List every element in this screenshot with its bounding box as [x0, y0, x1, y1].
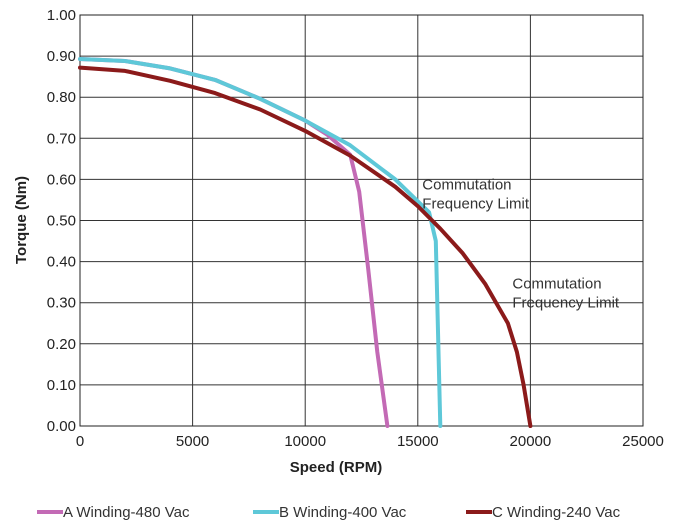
series-line-3 — [78, 65, 533, 428]
x-tick-label: 20000 — [510, 433, 552, 450]
y-axis-label: Torque (Nm) — [13, 176, 30, 264]
y-tick-label: 0.30 — [47, 295, 76, 312]
annotation-1: Commutation Frequency Limit — [422, 177, 530, 213]
annotations: Commutation Frequency Limit Commutation Fre… — [422, 177, 620, 312]
x-tick-label: 15000 — [397, 433, 439, 450]
y-tick-label: 0.80 — [47, 89, 76, 106]
x-tick-label: 10000 — [284, 433, 326, 450]
legend: A Winding-480 Vac B Winding-400 Vac C Wind… — [37, 504, 621, 521]
legend-label-3: C Winding-240 Vac — [492, 504, 621, 521]
y-tick-label: 0.40 — [47, 254, 76, 271]
series-line-2 — [78, 57, 443, 428]
series-lines — [78, 57, 533, 428]
y-tick-label: 0.10 — [47, 377, 76, 394]
y-tick-label: 0.70 — [47, 130, 76, 147]
y-tick-label: 0.50 — [47, 213, 76, 230]
x-tick-label: 0 — [76, 433, 84, 450]
x-tick-label: 5000 — [176, 433, 209, 450]
legend-label-1: A Winding-480 Vac — [63, 504, 190, 521]
annotation-2: Commutation Frequency Limit — [512, 275, 620, 311]
y-tick-label: 0.60 — [47, 171, 76, 188]
x-tick-label: 25000 — [622, 433, 664, 450]
y-tick-label: 0.20 — [47, 336, 76, 353]
y-tick-label: 0.00 — [47, 418, 76, 435]
y-tick-label: 0.90 — [47, 48, 76, 65]
legend-label-2: B Winding-400 Vac — [279, 504, 407, 521]
x-axis-label: Speed (RPM) — [290, 459, 383, 476]
y-tick-label: 1.00 — [47, 7, 76, 24]
series-line-1 — [78, 57, 390, 428]
plot-frame — [79, 14, 644, 427]
x-axis-ticks: 0 5000 10000 15000 20000 25000 — [76, 433, 664, 450]
y-axis-ticks: 0.00 0.10 0.20 0.30 0.40 0.50 0.60 0.70 0.80 0.90… — [47, 7, 76, 435]
